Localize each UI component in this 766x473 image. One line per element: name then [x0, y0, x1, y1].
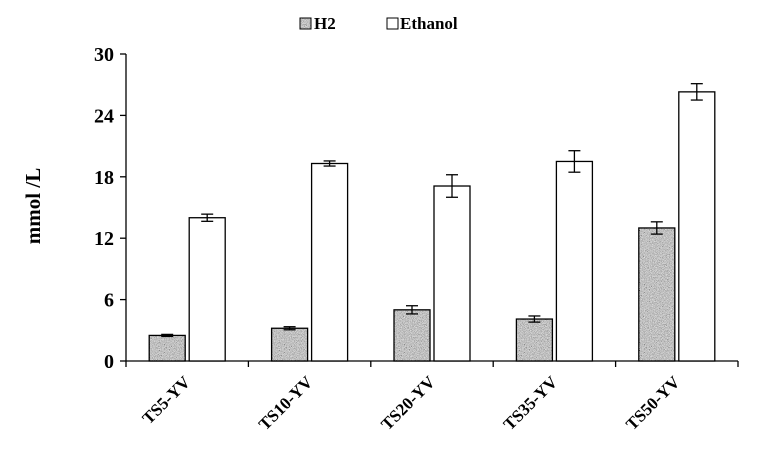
- x-axis-labels: TS5-YV TS10-YV TS20-YV TS35-YV TS50-YV: [139, 372, 685, 434]
- bar-ethanol: [555, 160, 594, 362]
- legend-swatch-ethanol: [386, 17, 399, 30]
- bar-h2: [638, 227, 676, 362]
- bar-ethanol: [188, 217, 226, 362]
- y-tick-label: 12: [94, 228, 114, 250]
- bar-ethanol: [678, 91, 716, 362]
- legend: H2 Ethanol: [299, 14, 458, 33]
- bar-ethanol: [433, 185, 471, 362]
- bar-h2: [148, 334, 186, 362]
- x-tick-label: TS5-YV: [139, 372, 195, 428]
- bar-h2: [393, 309, 431, 362]
- x-tick-label: TS20-YV: [377, 372, 439, 434]
- bar-h2: [270, 327, 309, 362]
- y-axis-title: mmol /L: [21, 168, 45, 244]
- y-tick-label: 24: [94, 105, 114, 127]
- x-tick-label: TS35-YV: [500, 372, 562, 434]
- x-tick-label: TS10-YV: [255, 372, 317, 434]
- y-tick-label: 30: [94, 44, 114, 66]
- bar-h2: [515, 318, 554, 362]
- bar-ethanol: [310, 162, 349, 362]
- legend-label-ethanol: Ethanol: [400, 14, 458, 33]
- axes: 0 6 12 18 24 30: [94, 44, 739, 373]
- legend-swatch-h2: [299, 17, 312, 30]
- bars: [148, 83, 716, 362]
- y-tick-label: 18: [94, 167, 114, 189]
- x-tick-label: TS50-YV: [622, 372, 684, 434]
- legend-label-h2: H2: [314, 14, 336, 33]
- y-tick-label: 6: [104, 290, 114, 312]
- y-tick-label: 0: [104, 351, 114, 373]
